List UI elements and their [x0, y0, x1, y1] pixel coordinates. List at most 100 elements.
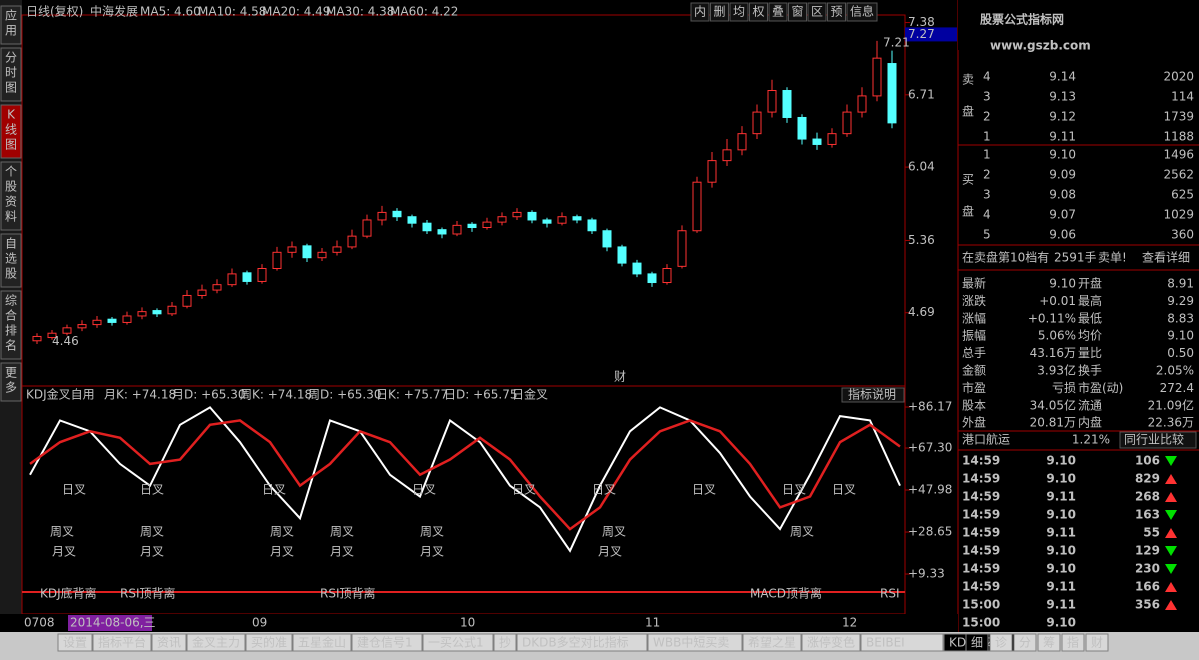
compare-label[interactable]: 同行业比较 [1124, 432, 1184, 447]
bottom-tab-label[interactable]: 金叉主力 [192, 635, 240, 650]
toolbar-button[interactable] [807, 2, 827, 22]
bottom-tab-label[interactable]: 五星金山 [298, 635, 346, 650]
side-tab-label[interactable]: 图 [5, 81, 17, 95]
help-label[interactable]: 指标说明 [848, 387, 896, 402]
toolbar-button[interactable] [788, 2, 807, 22]
bottom-tab[interactable] [516, 633, 648, 652]
logo-url: www.gszb.com [990, 39, 1091, 53]
right-tab[interactable] [1061, 633, 1085, 652]
side-tab-label[interactable]: 资 [5, 195, 17, 209]
bottom-tab[interactable] [57, 633, 93, 652]
bottom-tab[interactable] [493, 633, 517, 652]
toolbar-button[interactable] [846, 2, 878, 22]
side-tab-label[interactable]: 合 [5, 308, 17, 323]
toolbar-label[interactable]: 均 [733, 5, 745, 19]
bottom-tab-label[interactable]: 涨停变色 [807, 635, 855, 650]
bottom-tab[interactable] [186, 633, 246, 652]
toolbar-button[interactable] [768, 2, 788, 22]
side-tab-label[interactable]: 选 [5, 252, 17, 266]
bottom-tab-label[interactable]: 设置 [63, 636, 87, 650]
right-tab-label[interactable]: 财 [1091, 636, 1103, 650]
right-tab[interactable] [1085, 633, 1109, 652]
bottom-tab[interactable] [292, 633, 352, 652]
cross-label: 日叉 [592, 483, 616, 497]
toolbar-label[interactable]: 窗 [792, 5, 804, 19]
bottom-tab-label[interactable]: 资讯 [157, 636, 181, 650]
toolbar-label[interactable]: 内 [694, 5, 706, 19]
trade-volume: 129 [1135, 544, 1160, 558]
right-tab-label[interactable]: 诊 [995, 636, 1007, 650]
bottom-tab[interactable] [92, 633, 152, 652]
stat-value: 43.16万 [1030, 346, 1076, 360]
toolbar-button[interactable] [749, 2, 768, 22]
bottom-tab[interactable] [151, 633, 187, 652]
stat-value: +0.11% [1028, 311, 1076, 325]
stat-value: 34.05亿 [1030, 397, 1076, 412]
side-tab-label[interactable]: 排 [5, 324, 17, 338]
side-tab-label[interactable]: 更 [5, 366, 17, 380]
side-tab[interactable] [0, 5, 22, 45]
toolbar-label[interactable]: 删 [714, 5, 726, 19]
side-tab-label[interactable]: 自 [5, 237, 17, 251]
side-tab-label[interactable]: 多 [5, 381, 17, 395]
right-tab-label[interactable]: 分 [1019, 636, 1031, 650]
side-tab-label[interactable]: 料 [5, 210, 17, 224]
stat-label: 振幅 [962, 328, 986, 343]
help-button[interactable] [841, 387, 905, 403]
toolbar-button[interactable] [729, 2, 749, 22]
side-tab[interactable] [0, 290, 22, 360]
bottom-tab-label[interactable]: 买的准 [251, 635, 287, 650]
side-tab[interactable] [0, 47, 22, 102]
toolbar-button[interactable] [827, 2, 846, 22]
cross-label: 月叉 [598, 545, 622, 559]
right-tab-label[interactable]: 筹 [1043, 636, 1055, 650]
toolbar-label[interactable]: 权 [753, 5, 765, 19]
side-tab-label[interactable]: 股 [5, 180, 17, 194]
right-tab[interactable] [989, 633, 1013, 652]
side-tab-label[interactable]: 时 [5, 66, 17, 80]
side-tab-label[interactable]: 线 [5, 123, 17, 137]
bottom-tab[interactable] [801, 633, 861, 652]
right-tab[interactable] [1013, 633, 1037, 652]
bottom-tab[interactable] [742, 633, 802, 652]
bottom-tab-label[interactable]: 抄 [499, 636, 511, 650]
toolbar-label[interactable]: 叠 [772, 5, 784, 19]
side-tab-label[interactable]: 分 [5, 51, 17, 65]
right-tab-label[interactable]: 指 [1067, 635, 1079, 650]
right-tab[interactable] [1037, 633, 1061, 652]
side-tab-label[interactable]: 图 [5, 138, 17, 152]
side-tab-label[interactable]: 用 [5, 24, 17, 38]
bottom-tab[interactable] [245, 633, 293, 652]
toolbar-button[interactable] [690, 2, 710, 22]
right-tab[interactable] [965, 633, 989, 652]
bottom-tab-label[interactable]: 建仓信号1 [357, 636, 413, 650]
bottom-tab[interactable] [860, 633, 944, 652]
notice-link[interactable]: 查看详细 [1142, 250, 1190, 265]
side-tab-label[interactable]: 个 [5, 165, 17, 179]
bottom-tab-label[interactable]: DKDB多空对比指标 [522, 635, 629, 650]
bottom-tab[interactable] [647, 633, 743, 652]
toolbar-label[interactable]: 信息 [850, 4, 874, 19]
bottom-tab[interactable] [351, 633, 423, 652]
side-tab[interactable] [0, 161, 22, 231]
compare-button[interactable] [1119, 431, 1197, 449]
toolbar-button[interactable] [710, 2, 729, 22]
bottom-tab-label[interactable]: 一买公式1 [428, 636, 484, 650]
bottom-tab-label[interactable]: BEIBEI [866, 636, 905, 650]
side-tab-label[interactable]: 应 [5, 8, 17, 23]
bottom-tab-label[interactable]: 希望之星 [748, 635, 796, 650]
bottom-tab-label[interactable]: 指标平台 [98, 635, 146, 650]
side-tab[interactable] [0, 104, 22, 159]
toolbar-label[interactable]: 预 [831, 5, 843, 19]
bottom-tab-label[interactable]: WBB中短买卖 [653, 635, 729, 650]
bottom-tab[interactable] [422, 633, 494, 652]
side-tab-label[interactable]: 名 [5, 338, 17, 353]
toolbar-label[interactable]: 区 [811, 5, 823, 19]
side-tab[interactable] [0, 362, 22, 402]
side-tab[interactable] [0, 233, 22, 288]
right-tab-label[interactable]: 细 [971, 636, 983, 650]
side-tab-label[interactable]: 综 [5, 294, 17, 308]
side-tab-label[interactable]: K [7, 108, 16, 122]
side-tab-label[interactable]: 股 [5, 267, 17, 281]
indicator-value: 日金叉 [512, 387, 548, 402]
